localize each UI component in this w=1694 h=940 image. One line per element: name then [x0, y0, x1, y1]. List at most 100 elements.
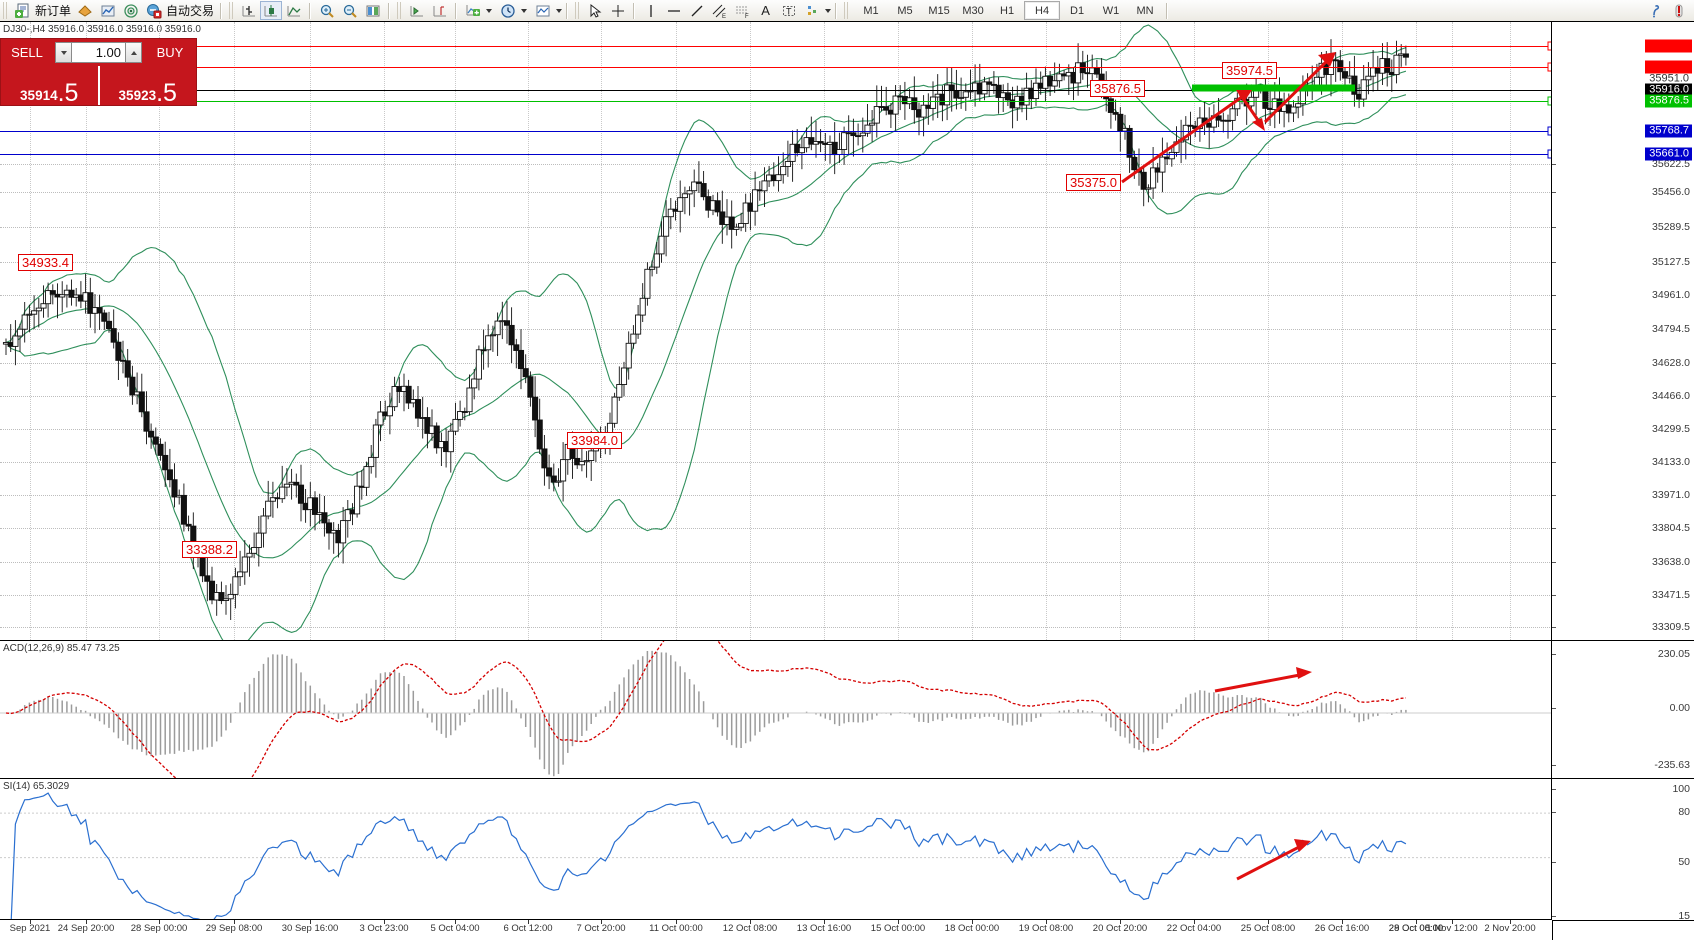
- toolbar-separator-5: [566, 2, 569, 19]
- alert-icon[interactable]: [1667, 1, 1690, 20]
- cursor-icon[interactable]: [583, 1, 606, 20]
- zoom-out-icon[interactable]: [338, 1, 361, 20]
- annotation-35375[interactable]: 35375.0: [1066, 174, 1121, 191]
- new-order-button[interactable]: 新订单: [35, 4, 72, 18]
- signals-icon[interactable]: [119, 1, 142, 20]
- rsi-pane[interactable]: SI(14) 65.3029 100 80 50 15 Sep 2021 24 Sep …: [0, 778, 1694, 940]
- bar-chart-icon[interactable]: [237, 1, 260, 20]
- new-order-icon[interactable]: [11, 1, 34, 20]
- toolbar-grip[interactable]: [3, 2, 9, 19]
- time-tick: [1342, 920, 1343, 924]
- level-35661-handle[interactable]: [1547, 149, 1552, 159]
- annotation-33388[interactable]: 33388.2: [182, 541, 237, 558]
- scroll-shift-icon[interactable]: [428, 1, 451, 20]
- annotation-35876[interactable]: 35876.5: [1090, 80, 1145, 97]
- auto-trading-button[interactable]: 自动交易: [166, 4, 215, 18]
- level-36008-handle[interactable]: [1547, 62, 1552, 72]
- time-tick: [1452, 920, 1453, 924]
- candlestick-chart-icon[interactable]: [260, 1, 283, 20]
- indicator-list-chevron-down-icon[interactable]: [486, 8, 493, 13]
- rsi-plot[interactable]: [0, 779, 1552, 920]
- buy-price-integer: 35923: [118, 88, 157, 103]
- time-tick-label: 3 Oct 23:00: [359, 923, 409, 934]
- sell-button[interactable]: SELL: [11, 45, 43, 60]
- objects-icon[interactable]: [800, 1, 823, 20]
- crosshair-icon[interactable]: [606, 1, 629, 20]
- price-axis[interactable]: 35622.5 35456.0 35289.5 35127.5 34961.0 34794…: [1551, 22, 1694, 640]
- zoom-in-icon[interactable]: [315, 1, 338, 20]
- timeframe-m30[interactable]: M30: [962, 4, 984, 17]
- volume-decrease-icon[interactable]: [55, 42, 72, 63]
- one-click-trading-panel[interactable]: SELL 1.00 BUY 35914 .5 35923 .5: [0, 38, 197, 106]
- level-36097-handle[interactable]: [1547, 41, 1552, 51]
- volume-stepper[interactable]: 1.00: [55, 42, 142, 63]
- annotation-34933[interactable]: 34933.4: [18, 254, 73, 271]
- objects-chevron-down-icon[interactable]: [825, 8, 832, 13]
- sell-price-decimal: .5: [57, 79, 79, 107]
- toolbar-grip-3[interactable]: [397, 2, 404, 19]
- volume-increase-icon[interactable]: [125, 42, 142, 63]
- gridline-h: [0, 627, 1552, 628]
- macd-plot[interactable]: [0, 641, 1552, 779]
- timeframe-mn[interactable]: MN: [1136, 4, 1154, 17]
- templates-chevron-down-icon[interactable]: [556, 8, 563, 13]
- time-tick-label: 29 Sep 08:00: [205, 923, 263, 934]
- time-tick: [972, 920, 973, 924]
- fibonacci-icon[interactable]: F: [731, 1, 754, 20]
- rsi-axis[interactable]: 100 80 50 15: [1551, 779, 1694, 922]
- autotrading-icon[interactable]: [142, 1, 165, 20]
- timeframe-m5[interactable]: M5: [897, 4, 913, 17]
- period-icon[interactable]: [496, 1, 519, 20]
- template-icon[interactable]: [73, 1, 96, 20]
- indicators-icon[interactable]: [96, 1, 119, 20]
- annotation-33984[interactable]: 33984.0: [567, 432, 622, 449]
- axis-corner: [1552, 920, 1694, 940]
- svg-text:T: T: [786, 6, 792, 16]
- time-tick: [1268, 920, 1269, 924]
- line-chart-icon[interactable]: [282, 1, 305, 20]
- level-35768-handle[interactable]: [1547, 126, 1552, 136]
- chart-shift-icon[interactable]: [361, 1, 384, 20]
- help-icon[interactable]: [1644, 1, 1667, 20]
- timeframe-h1[interactable]: H1: [1000, 4, 1015, 17]
- equidistant-icon[interactable]: E: [708, 1, 731, 20]
- level-35916-tag: 35916.0: [1645, 83, 1692, 97]
- timeframe-m15[interactable]: M15: [928, 4, 950, 17]
- hline-icon[interactable]: [662, 1, 685, 20]
- auto-scroll-icon[interactable]: [405, 1, 428, 20]
- macd-pane[interactable]: ACD(12,26,9) 85.47 73.25 230.05 0.00 -235.…: [0, 640, 1694, 779]
- buy-button[interactable]: BUY: [156, 45, 184, 60]
- level-35768-tag: 35768.7: [1645, 124, 1692, 138]
- time-tick: [1416, 920, 1417, 924]
- timeframe-m1[interactable]: M1: [863, 4, 879, 17]
- templates-icon[interactable]: [531, 1, 554, 20]
- trendline-icon[interactable]: [685, 1, 708, 20]
- price-plot[interactable]: 34933.4 33388.2 33984.0 35375.0 35876.5 35974…: [0, 22, 1552, 640]
- sell-price[interactable]: 35914 .5: [1, 66, 98, 107]
- label-icon[interactable]: T: [777, 1, 800, 20]
- buy-price[interactable]: 35923 .5: [100, 66, 197, 106]
- timeframe-h4[interactable]: H4: [1024, 1, 1061, 20]
- indicator-list-icon[interactable]: [461, 1, 484, 20]
- toolbar-grip-4[interactable]: [575, 2, 582, 19]
- gridline-h: [0, 164, 1552, 165]
- time-axis[interactable]: Sep 2021 24 Sep 20:00 28 Sep 00:00 29 Sep 0…: [0, 919, 1552, 940]
- gridline-h: [0, 595, 1552, 596]
- level-35876-handle[interactable]: [1547, 96, 1552, 106]
- text-icon[interactable]: A: [761, 3, 770, 18]
- toolbar-grip-2[interactable]: [229, 2, 236, 19]
- time-tick: [1510, 920, 1511, 924]
- annotation-35974[interactable]: 35974.5: [1222, 62, 1277, 79]
- timeframe-d1[interactable]: D1: [1070, 4, 1085, 17]
- macd-axis[interactable]: 230.05 0.00 -235.63: [1551, 641, 1694, 779]
- toolbar-grip-5[interactable]: [844, 2, 851, 19]
- rsi-series: [0, 792, 1552, 920]
- time-tick-label: 24 Sep 20:00: [57, 923, 115, 934]
- volume-input[interactable]: 1.00: [72, 42, 125, 63]
- price-pane[interactable]: DJ30-,H4 35916.0 35916.0 35916.0 35916.0…: [0, 22, 1694, 640]
- chart-window[interactable]: DJ30-,H4 35916.0 35916.0 35916.0 35916.0…: [0, 21, 1694, 940]
- timeframe-w1[interactable]: W1: [1102, 4, 1120, 17]
- vline-icon[interactable]: [639, 1, 662, 20]
- toolbar-separator-2: [309, 2, 312, 19]
- period-chevron-down-icon[interactable]: [521, 8, 528, 13]
